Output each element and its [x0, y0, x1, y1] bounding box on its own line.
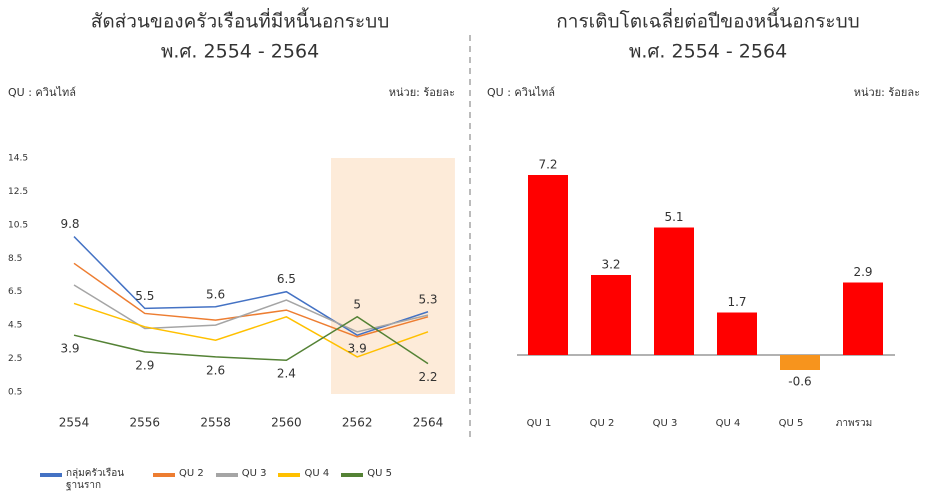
x-tick-label: 2556 — [130, 416, 161, 430]
y-tick-label: 2.5 — [8, 354, 22, 364]
bar — [843, 282, 883, 355]
bar — [528, 175, 568, 355]
data-label: 5.5 — [135, 289, 154, 303]
legend-label: QU 3 — [241, 468, 267, 479]
data-label: 5.1 — [664, 210, 683, 224]
data-label: 5.6 — [206, 287, 225, 301]
legend-label: กลุ่มครัวเรือน ฐานราก — [66, 468, 125, 491]
legend-item: QU 4 — [278, 468, 329, 492]
line — [73, 302, 429, 358]
x-tick-label: 2560 — [271, 416, 302, 430]
x-tick-label: QU 4 — [716, 418, 741, 429]
data-label: 7.2 — [538, 158, 557, 172]
note: QU : ควินไทล์ — [8, 86, 76, 99]
y-tick-label: 6.5 — [8, 287, 22, 297]
x-tick-label: ภาพรวม — [836, 418, 872, 429]
legend-label: QU 2 — [179, 468, 204, 479]
legend-swatch — [40, 473, 62, 477]
data-label: 6.5 — [277, 272, 296, 286]
legend-swatch — [215, 473, 238, 477]
legend-label: QU 4 — [304, 468, 330, 479]
bar — [717, 312, 757, 355]
unit: หน่วย: ร้อยละ — [854, 86, 920, 99]
x-tick-label: QU 1 — [527, 418, 552, 429]
legend-item: กลุ่มครัวเรือน ฐานราก — [40, 468, 141, 492]
x-tick-label: 2564 — [413, 416, 444, 430]
chart-title: สัดส่วนของครัวเรือนที่มีหนี้นอกระบบ — [91, 8, 390, 33]
chart-subtitle: พ.ศ. 2554 - 2564 — [161, 41, 319, 63]
data-label: 2.9 — [853, 265, 872, 279]
x-tick-label: QU 2 — [590, 418, 615, 429]
data-label: 3.9 — [348, 342, 367, 356]
y-tick-label: 0.5 — [8, 388, 22, 398]
chart-title: การเติบโตเฉลี่ยต่อปีของหนี้นอกระบบ — [556, 8, 859, 33]
line — [73, 262, 429, 338]
bar — [780, 355, 820, 370]
unit: หน่วย: ร้อยละ — [389, 86, 455, 99]
x-tick-label: QU 3 — [653, 418, 678, 429]
bar — [654, 227, 694, 355]
highlight — [331, 158, 455, 394]
y-tick-label: 10.5 — [8, 220, 28, 230]
legend-item: QU 2 — [153, 468, 204, 492]
x-tick-label: 2554 — [59, 416, 90, 430]
data-label: 1.7 — [727, 295, 746, 309]
line — [73, 284, 429, 333]
x-tick-label: QU 5 — [779, 418, 804, 429]
data-label: 2.6 — [206, 363, 225, 377]
y-tick-label: 8.5 — [8, 254, 22, 264]
legend-item: QU 3 — [215, 468, 267, 492]
line — [73, 236, 429, 336]
data-label: 2.2 — [418, 370, 437, 384]
data-label: 2.4 — [277, 367, 296, 381]
legend-label: QU 5 — [367, 468, 392, 479]
line — [73, 315, 429, 365]
data-label: 3.9 — [60, 342, 79, 356]
data-label: 3.2 — [601, 258, 620, 272]
data-label: 9.8 — [60, 217, 79, 231]
x-tick-label: 2562 — [342, 416, 373, 430]
bar — [591, 275, 631, 355]
x-tick-label: 2558 — [200, 416, 231, 430]
legend-swatch — [153, 473, 175, 477]
legend-swatch — [341, 473, 364, 477]
data-label: -0.6 — [788, 375, 811, 389]
note: QU : ควินไทล์ — [487, 86, 555, 99]
data-label: 2.9 — [135, 358, 154, 372]
data-label: 5 — [353, 297, 361, 311]
legend-item: QU 5 — [341, 468, 392, 492]
y-tick-label: 4.5 — [8, 321, 22, 331]
legend: กลุ่มครัวเรือน ฐานราก QU 2 QU 3 QU 4 QU 5 — [40, 468, 404, 492]
y-tick-label: 12.5 — [8, 187, 28, 197]
legend-swatch — [278, 473, 301, 477]
y-tick-label: 14.5 — [8, 154, 28, 164]
data-label: 5.3 — [418, 292, 437, 306]
chart-subtitle: พ.ศ. 2554 - 2564 — [629, 41, 787, 63]
